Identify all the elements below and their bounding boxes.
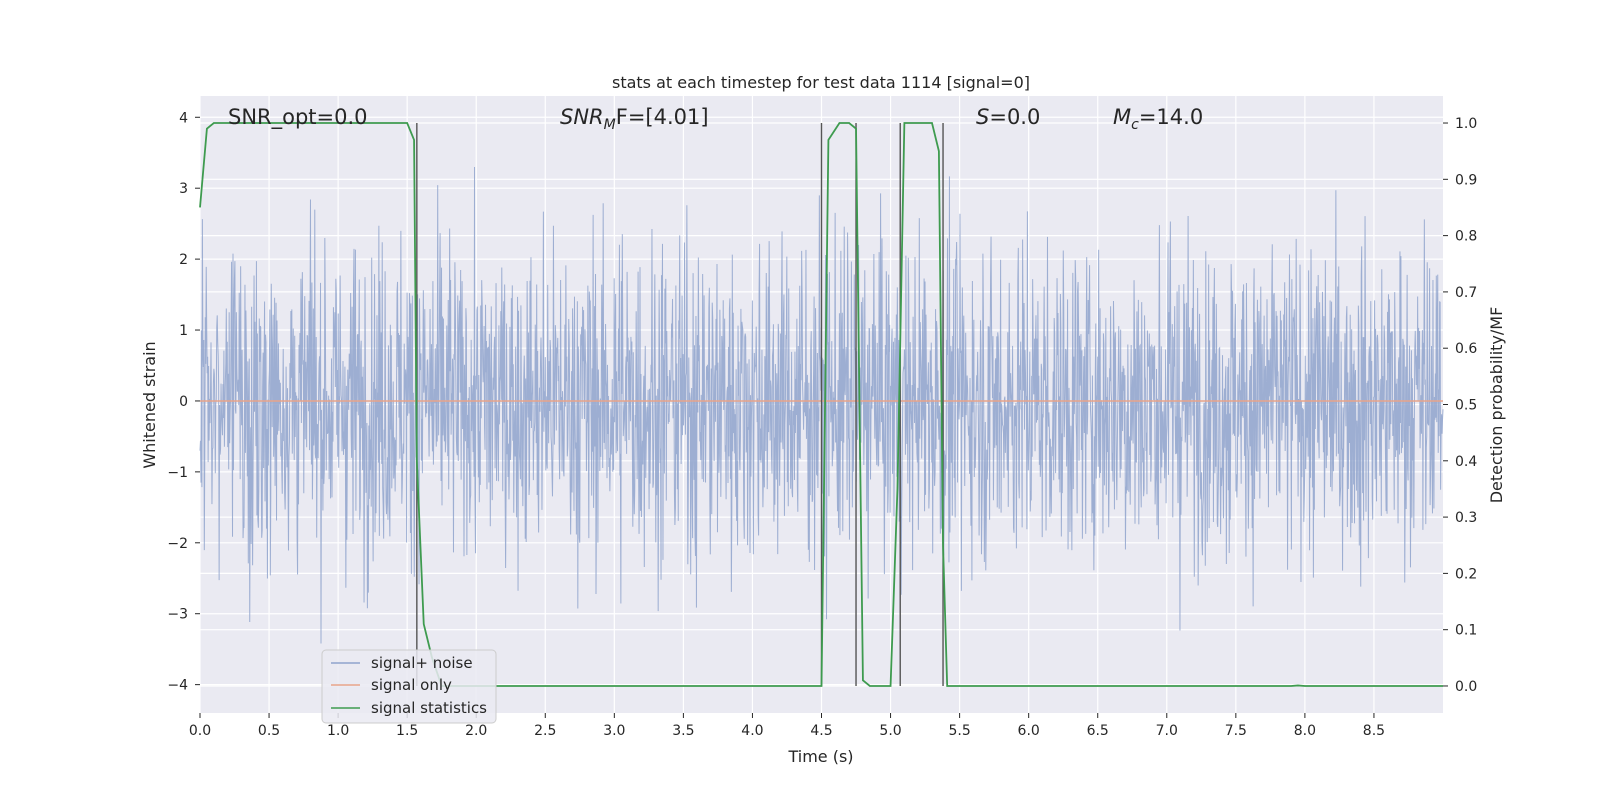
x-tick-label: 4.0 — [741, 723, 763, 739]
y-tick-label: −1 — [167, 465, 188, 481]
x-tick-label: 7.0 — [1156, 723, 1178, 739]
annotation-s-value: =0.0 — [989, 105, 1040, 129]
x-tick-label: 3.5 — [672, 723, 694, 739]
y-tick-label: 1 — [179, 323, 188, 339]
y-axis-label: Whitened strain — [140, 341, 159, 468]
x-tick-label: 8.5 — [1363, 723, 1385, 739]
x-axis-ticks: 0.0 0.5 1.0 1.5 2.0 2.5 3.0 3.5 4.0 4.5 5.0 5.5 6.0 6… — [189, 713, 1385, 739]
annotation-snr-opt: SNR_opt=0.0 — [228, 105, 368, 130]
y-right-axis-ticks: 1.0 0.9 0.8 0.7 0.6 0.5 0.4 0.3 0.2 0.1 0.0 — [1443, 116, 1477, 695]
y-right-tick-label: 0.5 — [1455, 398, 1477, 414]
y-right-tick-label: 0.6 — [1455, 341, 1477, 357]
x-tick-label: 2.5 — [534, 723, 556, 739]
y-right-tick-label: 0.4 — [1455, 454, 1477, 470]
x-tick-label: 6.5 — [1087, 723, 1109, 739]
y-right-tick-label: 0.0 — [1455, 679, 1477, 695]
y-right-tick-label: 0.9 — [1455, 172, 1477, 188]
annotation-s: S=0.0 — [976, 105, 1040, 129]
legend-box — [321, 649, 497, 724]
y-tick-label: 4 — [179, 110, 188, 126]
series-signal-statistics — [199, 122, 1443, 687]
x-tick-label: 4.5 — [810, 723, 832, 739]
annotation-s-symbol: S — [976, 105, 989, 129]
annotation-snr-mf-subscript: M — [604, 117, 616, 133]
x-tick-label: 8.0 — [1294, 723, 1316, 739]
x-tick-label: 7.5 — [1225, 723, 1247, 739]
x-tick-label: 3.0 — [603, 723, 625, 739]
legend-label-signal-statistics: signal statistics — [371, 699, 487, 717]
annotation-snr-mf: SNRMF=[4.01] — [560, 105, 709, 133]
legend: signal+ noise signal only signal statist… — [321, 649, 497, 724]
signal-statistics-line — [199, 122, 1443, 687]
y-tick-label: 3 — [179, 181, 188, 197]
y-right-tick-label: 1.0 — [1455, 116, 1477, 132]
y-right-tick-label: 0.3 — [1455, 510, 1477, 526]
annotation-mc-symbol: M — [1113, 105, 1131, 129]
vertical-markers — [416, 123, 944, 686]
y-right-tick-label: 0.1 — [1455, 623, 1477, 639]
x-tick-label: 6.0 — [1018, 723, 1040, 739]
x-tick-label: 5.5 — [948, 723, 970, 739]
y-tick-label: 0 — [179, 394, 188, 410]
y-tick-label: −4 — [167, 678, 188, 694]
annotation-mc-value: =14.0 — [1139, 105, 1203, 129]
y-right-tick-label: 0.8 — [1455, 229, 1477, 245]
annotation-mc: Mc=14.0 — [1113, 105, 1203, 133]
chart-title: stats at each timestep for test data 111… — [612, 73, 1030, 92]
x-tick-label: 1.0 — [327, 723, 349, 739]
legend-label-signal-noise: signal+ noise — [371, 654, 473, 672]
x-tick-label: 2.0 — [465, 723, 487, 739]
annotation-mc-subscript: c — [1131, 117, 1139, 133]
y-tick-label: −3 — [167, 607, 188, 623]
y-right-tick-label: 0.2 — [1455, 566, 1477, 582]
y-tick-label: −2 — [167, 536, 188, 552]
x-tick-label: 0.0 — [189, 723, 211, 739]
annotation-snr-mf-value: F=[4.01] — [616, 105, 709, 129]
y-tick-label: 2 — [179, 252, 188, 268]
annotation-snr-mf-symbol: SNR — [560, 105, 604, 129]
y-right-tick-label: 0.7 — [1455, 285, 1477, 301]
x-tick-label: 5.0 — [879, 723, 901, 739]
y-axis-ticks: 4 3 2 1 0 −1 −2 −3 −4 — [167, 110, 200, 694]
x-tick-label: 0.5 — [258, 723, 280, 739]
legend-label-signal-only: signal only — [371, 676, 452, 694]
x-axis-label: Time (s) — [787, 747, 853, 766]
y-right-axis-label: Detection probability/MF — [1487, 307, 1506, 504]
x-tick-label: 1.5 — [396, 723, 418, 739]
